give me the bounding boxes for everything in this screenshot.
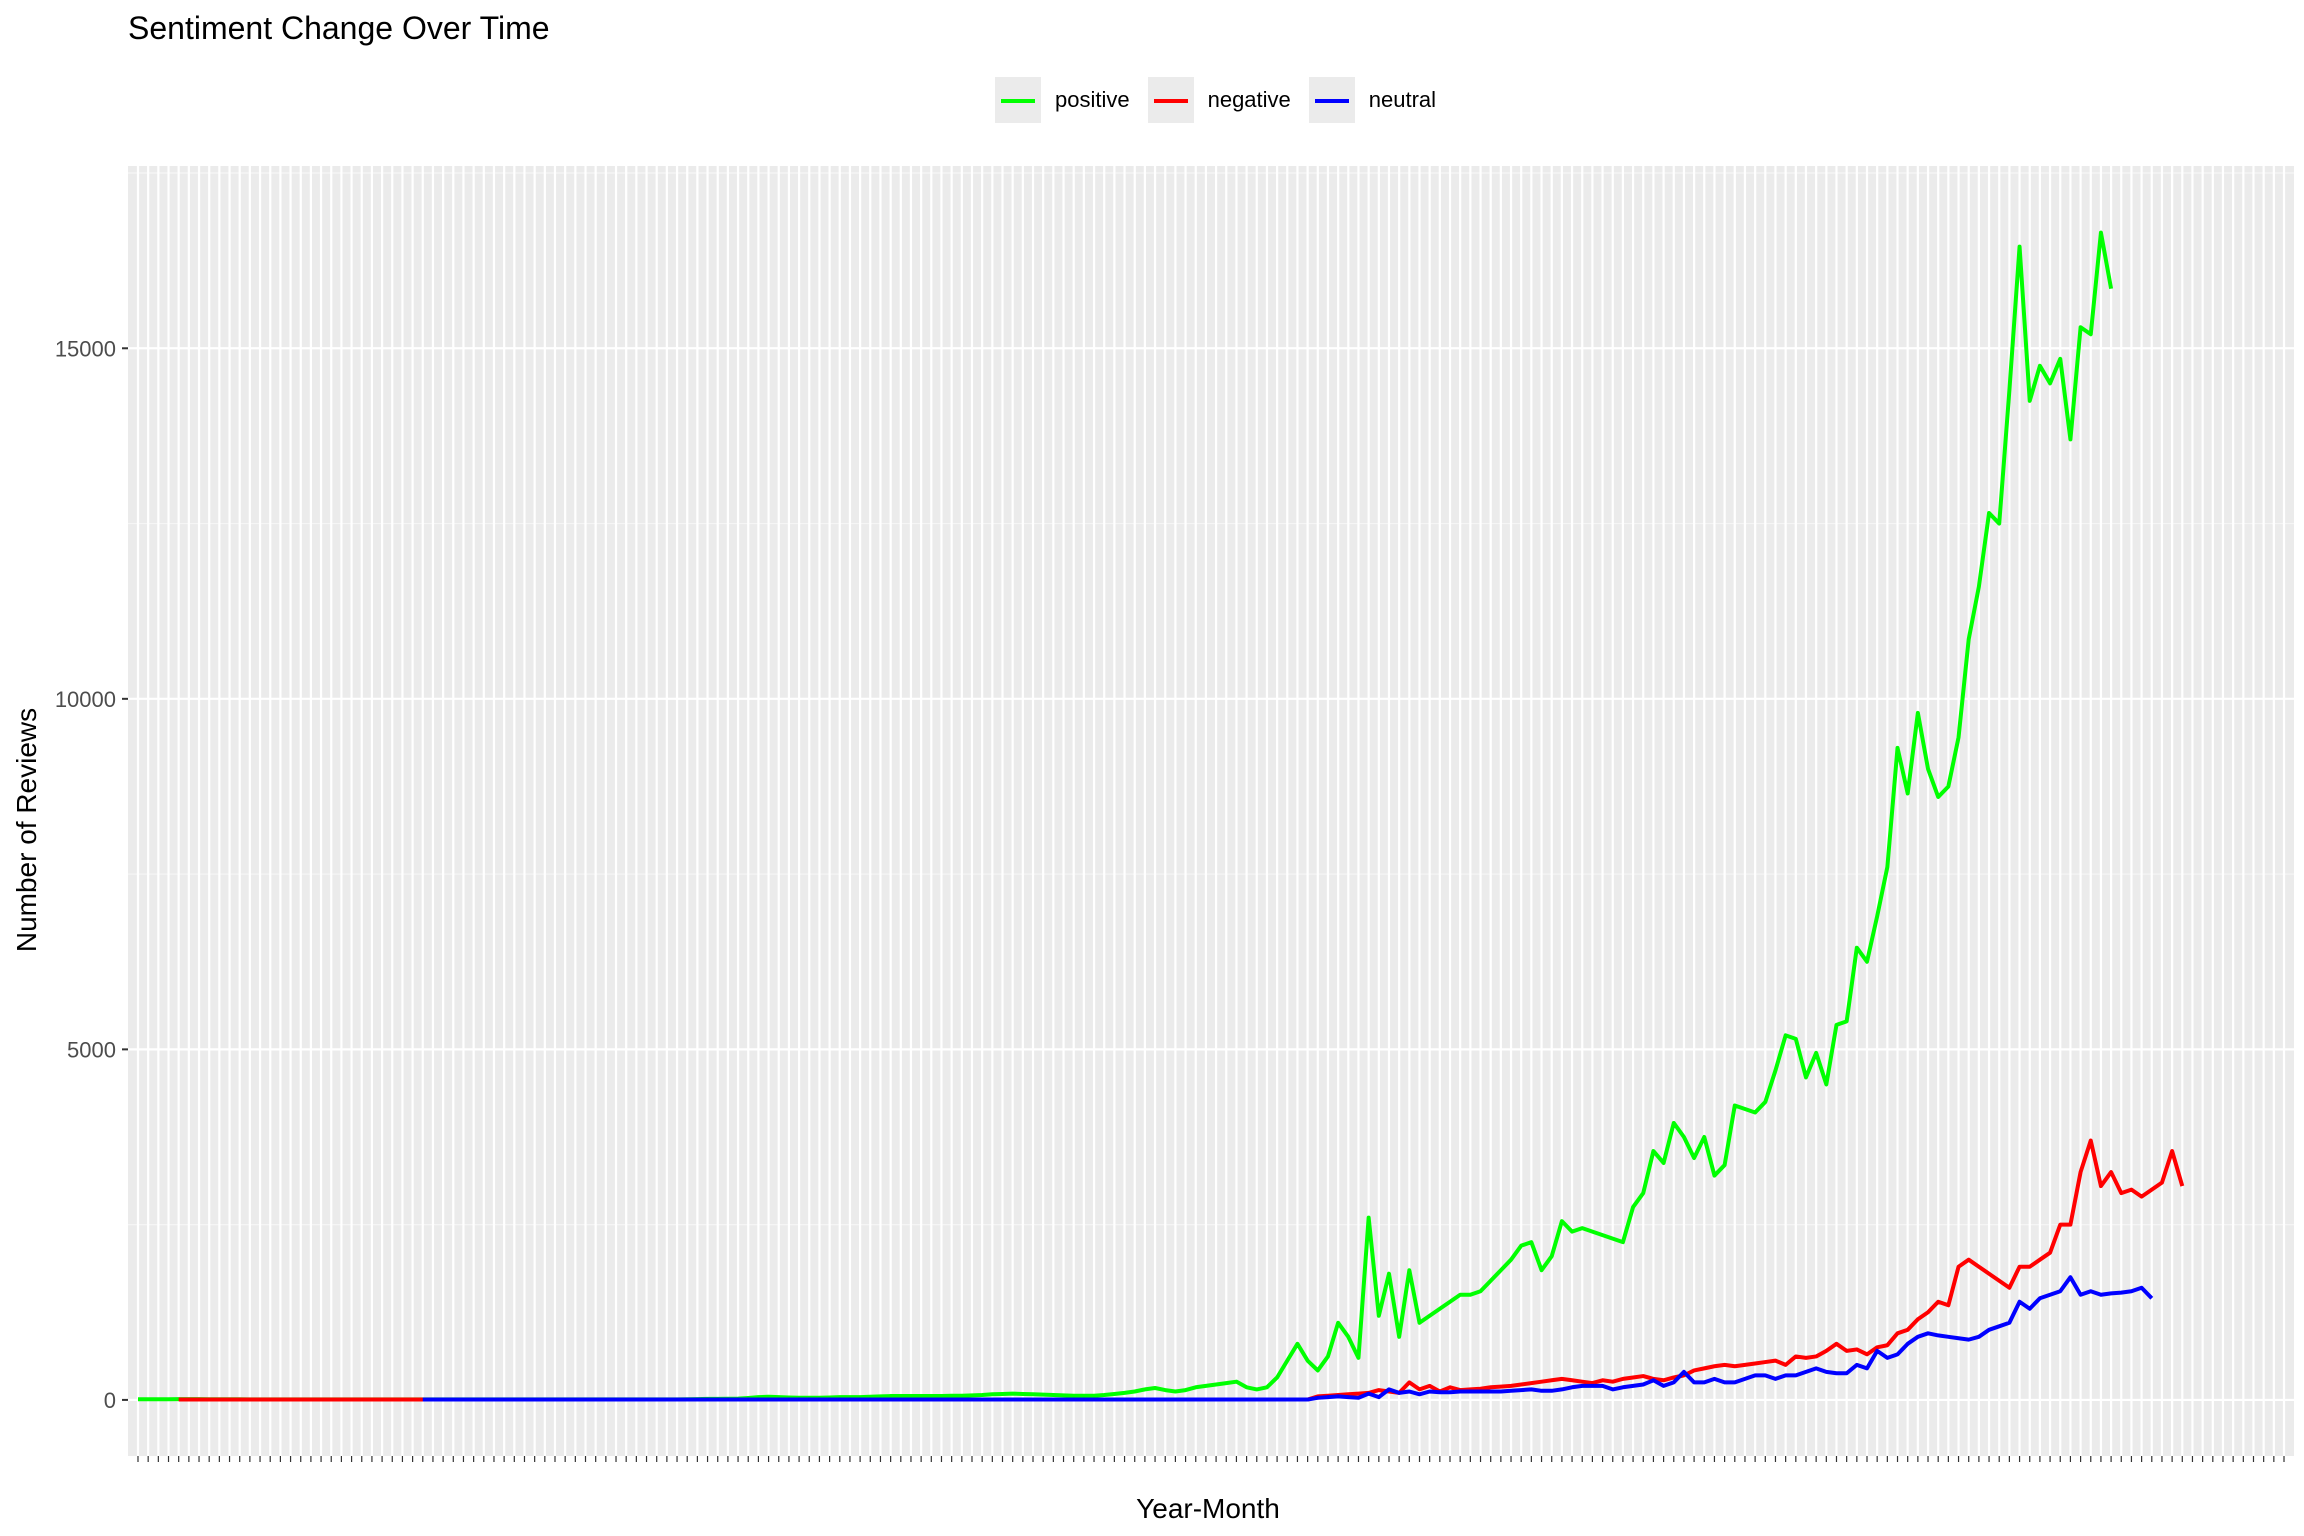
y-axis-title: Number of Reviews: [11, 708, 42, 952]
legend-key-positive: [995, 77, 1041, 123]
legend-item-positive: positive: [995, 77, 1130, 123]
y-tick-label: 0: [104, 1388, 116, 1413]
major-gridlines: [128, 166, 2294, 1456]
series-line-neutral: [422, 1275, 2154, 1402]
plot-panel: [128, 166, 2294, 1456]
series-lines: [138, 230, 2185, 1402]
legend-key-negative: [1147, 77, 1194, 123]
legend-item-neutral: neutral: [1308, 77, 1437, 123]
y-tick-label: 15000: [55, 336, 116, 361]
y-tick-label: 10000: [55, 687, 116, 712]
x-axis-title: Year-Month: [1136, 1493, 1280, 1524]
legend: positive negative neutral: [995, 75, 1454, 125]
chart-title: Sentiment Change Over Time: [128, 10, 550, 46]
y-tick-label: 5000: [67, 1037, 116, 1062]
legend-item-negative: negative: [1147, 77, 1291, 123]
axes: 0 5000 10000 15000: [55, 336, 2285, 1462]
legend-label-neutral: neutral: [1368, 87, 1437, 112]
legend-key-neutral: [1308, 77, 1355, 123]
legend-label-positive: positive: [1055, 87, 1130, 112]
legend-label-negative: negative: [1207, 87, 1291, 112]
minor-gridlines: [128, 172, 2294, 1226]
